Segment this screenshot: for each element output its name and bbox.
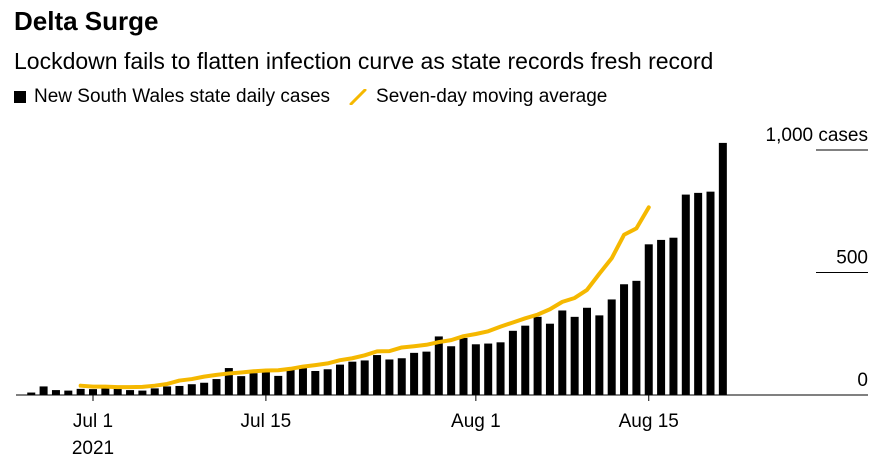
bar: [496, 342, 505, 395]
bar: [187, 384, 196, 395]
bar: [521, 325, 530, 395]
bar: [644, 244, 653, 395]
bar: [434, 336, 443, 395]
y-tick-label: 0: [857, 370, 868, 391]
bar: [570, 316, 579, 395]
bar: [348, 361, 357, 395]
bar: [298, 368, 307, 395]
bar: [126, 390, 135, 395]
bar: [89, 389, 97, 395]
bar: [64, 390, 73, 395]
bar: [545, 323, 554, 395]
bar: [706, 191, 715, 395]
bar: [39, 386, 48, 395]
bar: [669, 237, 678, 395]
bar: [163, 386, 172, 395]
bar: [336, 364, 344, 395]
bar: [694, 192, 703, 396]
moving-average-line: [78, 205, 651, 390]
bar: [175, 385, 184, 395]
bar: [422, 351, 431, 395]
bar: [533, 316, 542, 395]
y-tick-label: 500: [836, 248, 868, 269]
bar: [471, 344, 480, 395]
bar: [237, 376, 246, 395]
legend-label-daily-cases: New South Wales state daily cases: [34, 86, 331, 107]
bar: [360, 360, 369, 395]
bar: [51, 390, 60, 395]
x-tick-label: Aug 15: [619, 411, 679, 432]
bar: [657, 239, 666, 395]
legend-swatch-bar: [14, 91, 26, 103]
bar: [459, 337, 468, 395]
bar: [138, 390, 147, 395]
bar: [113, 388, 122, 395]
bar: [101, 387, 110, 395]
bar: [632, 280, 641, 395]
bar: [718, 142, 727, 395]
bar: [558, 310, 567, 395]
bar: [261, 371, 270, 395]
bar: [200, 382, 209, 395]
bar: [76, 388, 85, 396]
bar: [484, 343, 493, 395]
bar: [607, 299, 616, 395]
legend-swatch-line: [349, 89, 367, 105]
bar: [508, 330, 517, 395]
chart-subtitle: Lockdown fails to flatten infection curv…: [14, 48, 714, 74]
bar: [385, 359, 394, 395]
bar: [274, 375, 283, 395]
bar: [27, 392, 36, 395]
x-tick-label: Jul 1: [73, 411, 113, 432]
x-tick-year-label: 2021: [72, 438, 114, 459]
bar: [397, 358, 406, 395]
bar: [150, 388, 159, 395]
legend-item-daily-cases: New South Wales state daily cases: [14, 86, 330, 108]
bar: [373, 355, 382, 395]
legend: New South Wales state daily cases Seven-…: [14, 86, 625, 108]
bar: [212, 379, 221, 395]
bar: [311, 370, 320, 395]
legend-item-moving-average: Seven-day moving average: [348, 86, 607, 108]
x-tick-label: Jul 15: [241, 411, 292, 432]
bar: [595, 315, 604, 396]
y-tick-label: 1,000 cases: [766, 125, 868, 146]
chart-title: Delta Surge: [14, 6, 159, 36]
bar: [323, 369, 332, 395]
bar: [583, 307, 591, 395]
bar: [620, 284, 629, 395]
legend-label-moving-average: Seven-day moving average: [376, 86, 608, 107]
x-tick-label: Aug 1: [451, 411, 501, 432]
bar: [286, 367, 295, 395]
bar: [249, 373, 258, 395]
bar: [447, 346, 456, 395]
bar: [224, 368, 233, 395]
bar: [410, 352, 419, 395]
bar: [681, 194, 690, 395]
